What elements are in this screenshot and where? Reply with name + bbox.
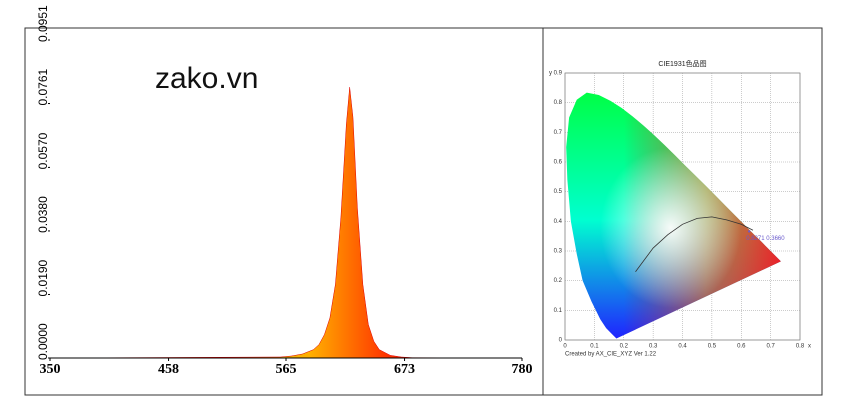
x-tick-label: 0.5: [708, 344, 717, 350]
y-tick-label: 0.0190: [36, 259, 50, 296]
y-tick-label: 0.3: [554, 249, 563, 255]
frame: [24, 27, 823, 396]
y-tick-label: 0.1: [554, 308, 563, 314]
x-tick-label: 0.8: [796, 344, 805, 350]
x-tick-label: 0: [563, 344, 567, 350]
y-tick-label: 0.0570: [36, 132, 50, 169]
spectrum-area: [49, 87, 523, 359]
point-label: 0.6271 0.3660: [746, 236, 785, 242]
x-tick-label: 673: [394, 362, 415, 377]
y-tick-label: 0.2: [554, 278, 563, 284]
y-tick-label: 0.8: [554, 100, 563, 106]
x-tick-label: 0.3: [649, 344, 658, 350]
point: [748, 230, 751, 233]
x-tick-label: 0.1: [590, 344, 599, 350]
x-tick-label: 458: [158, 362, 179, 377]
x-tick-label: 0.6: [737, 344, 746, 350]
y-tick-label: 0.0000: [36, 323, 50, 360]
y-axis-label: y: [549, 71, 552, 77]
y-tick-label: 0.4: [554, 219, 563, 225]
y-tick-label: 0.0951: [36, 5, 50, 42]
y-tick-label: 0.7: [554, 130, 563, 136]
caption: Created by AX_CIE_XYZ Ver 1.22: [565, 352, 657, 358]
y-tick-label: 0.0380: [36, 196, 50, 233]
planckian-locus: [635, 216, 754, 273]
y-tick-label: 0.6: [554, 160, 563, 166]
x-tick-label: 565: [276, 362, 297, 377]
y-tick-label: 0.9: [554, 71, 563, 77]
cie-title: CIE1931色品图: [658, 59, 706, 68]
y-tick-label: 0.5: [554, 189, 563, 195]
x-tick-label: 780: [512, 362, 533, 377]
watermark: zako.vn: [155, 62, 258, 95]
x-tick-label: 0.4: [678, 344, 687, 350]
y-tick-label: 0.0761: [36, 69, 50, 106]
x-tick-label: 0.2: [620, 344, 629, 350]
y-tick-label: 0: [559, 338, 563, 344]
x-tick-label: 0.7: [766, 344, 775, 350]
x-axis-label: x: [808, 344, 811, 350]
x-tick-label: 350: [40, 362, 61, 377]
